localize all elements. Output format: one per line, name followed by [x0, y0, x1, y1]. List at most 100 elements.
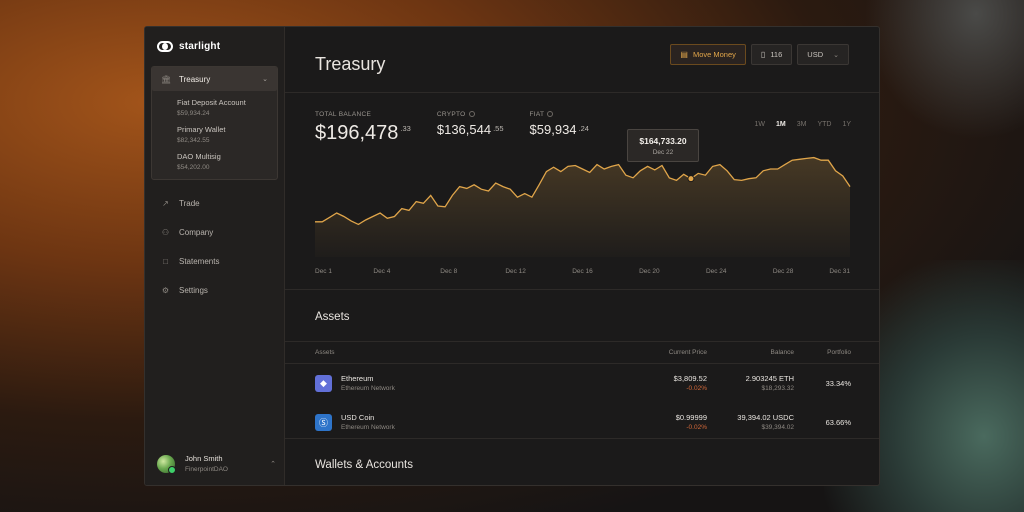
- fiat-balance: FIAT $59,934.24: [530, 111, 589, 145]
- main-content: Treasury ▤ Move Money ▯ 116 USD ⌄ TOTAL …: [285, 27, 879, 485]
- starlight-logo-icon: [157, 40, 173, 52]
- brand-name: starlight: [179, 40, 221, 52]
- chart-svg: Dec 1 Dec 4 Dec 8 Dec 12 Dec 16 Dec 20 Dec 24 D…: [315, 156, 851, 275]
- assets-title: Assets: [315, 311, 350, 323]
- asset-portfolio: 33.34%: [825, 378, 851, 388]
- gear-icon: ⚙: [161, 286, 170, 295]
- x-tick-label: Dec 12: [505, 268, 526, 275]
- account-name: Primary Wallet: [177, 125, 226, 134]
- range-3m[interactable]: 3M: [796, 121, 807, 128]
- balance-cents: .55: [493, 124, 504, 133]
- balance-cents: .24: [578, 124, 589, 133]
- sidebar-nav: ↗ Trade ⚇ Company □ Statements ⚙ Setting…: [145, 189, 284, 305]
- sub-account-primary-wallet[interactable]: Primary Wallet $82,342.55: [152, 121, 277, 148]
- header: Treasury ▤ Move Money ▯ 116 USD ⌄: [285, 27, 879, 93]
- sidebar-item-company[interactable]: ⚇ Company: [145, 218, 284, 247]
- asset-balance-usd: $39,394.02: [761, 424, 794, 431]
- column-header[interactable]: Current Price: [575, 341, 707, 364]
- sidebar-item-label: Company: [179, 228, 214, 237]
- balance-label: TOTAL BALANCE: [315, 111, 372, 118]
- x-tick-label: Dec 24: [706, 268, 727, 275]
- balance-chart[interactable]: Dec 1 Dec 4 Dec 8 Dec 12 Dec 16 Dec 20 Dec 24 D…: [285, 127, 879, 277]
- asset-change: -0.02%: [686, 385, 707, 393]
- sub-account-dao-multisig[interactable]: DAO Multisig $54,202.00: [152, 148, 277, 175]
- sidebar-item-label: Treasury: [179, 74, 211, 84]
- account-balance: $54,202.00: [177, 164, 210, 171]
- notification-count: 116: [770, 50, 783, 59]
- asset-network: Ethereum Network: [341, 424, 395, 431]
- sidebar: starlight 🏛 Treasury ⌄ Fiat Deposit Acco…: [145, 27, 285, 485]
- column-header[interactable]: Balance: [707, 341, 794, 364]
- asset-network: Ethereum Network: [341, 385, 395, 393]
- sidebar-item-statements[interactable]: □ Statements: [145, 247, 284, 276]
- info-icon[interactable]: [547, 111, 554, 118]
- assets-section: Assets Assets Current Price Balance Port…: [285, 289, 879, 442]
- user-name: John Smith: [185, 454, 223, 463]
- range-1y[interactable]: 1Y: [842, 121, 851, 128]
- range-1m[interactable]: 1M: [775, 121, 786, 128]
- sub-account-fiat[interactable]: Fiat Deposit Account $59,934.24: [152, 94, 277, 121]
- chart-line-icon: ↗: [162, 199, 169, 208]
- folder-icon: □: [163, 257, 168, 266]
- chevron-down-icon: ⌄: [833, 51, 839, 59]
- asset-portfolio: 63.66%: [825, 417, 851, 427]
- usdc-icon: Ⓢ: [315, 413, 332, 431]
- x-tick-label: Dec 4: [373, 268, 390, 275]
- x-tick-label: Dec 31: [829, 268, 850, 275]
- wallets-section-title: Wallets & Accounts: [285, 438, 879, 485]
- sidebar-item-treasury[interactable]: 🏛 Treasury ⌄: [152, 67, 277, 91]
- currency-value: USD: [807, 50, 824, 59]
- sidebar-item-trade[interactable]: ↗ Trade: [145, 189, 284, 218]
- account-name: DAO Multisig: [177, 152, 221, 161]
- x-tick-label: Dec 1: [315, 268, 332, 275]
- balance-label: CRYPTO: [436, 111, 466, 118]
- background-glow: [864, 0, 1024, 140]
- x-tick-label: Dec 16: [572, 268, 593, 275]
- chevron-up-icon[interactable]: ⌃: [270, 460, 276, 468]
- account-balance: $59,934.24: [177, 110, 210, 117]
- balances: TOTAL BALANCE $196,478.33 CRYPTO $136,54…: [315, 111, 615, 145]
- asset-balance: 2.903245 ETH: [745, 374, 794, 384]
- column-header[interactable]: Portfolio: [794, 341, 879, 364]
- sidebar-item-settings[interactable]: ⚙ Settings: [145, 276, 284, 305]
- asset-price: $0.99999: [675, 413, 707, 422]
- chart-tooltip: $164,733.20 Dec 22: [627, 129, 699, 162]
- balance-value: $136,544: [436, 122, 492, 137]
- user-org: FinerpointDAO: [185, 466, 228, 473]
- chevron-down-icon[interactable]: ⌄: [262, 76, 268, 83]
- logo[interactable]: starlight: [145, 27, 284, 65]
- x-tick-label: Dec 8: [440, 268, 457, 275]
- info-icon[interactable]: [468, 111, 475, 118]
- range-ytd[interactable]: YTD: [817, 121, 832, 128]
- x-tick-label: Dec 20: [639, 268, 660, 275]
- range-1w[interactable]: 1W: [754, 121, 765, 128]
- table-row[interactable]: Ⓢ USD Coin Ethereum Network $0.99999 -0.…: [285, 403, 879, 442]
- column-header[interactable]: Assets: [285, 341, 575, 364]
- asset-name: Ethereum: [341, 374, 374, 384]
- total-balance: TOTAL BALANCE $196,478.33: [315, 111, 411, 145]
- balance-value: $59,934: [529, 122, 577, 137]
- assets-table: Assets Current Price Balance Portfolio ◆…: [285, 341, 879, 442]
- users-icon: ⚇: [161, 228, 170, 237]
- balance-label: FIAT: [529, 111, 545, 118]
- chart-highlight-point[interactable]: [687, 175, 695, 183]
- asset-price: $3,809.52: [673, 374, 707, 384]
- balance-cents: .33: [400, 124, 411, 133]
- x-tick-label: Dec 28: [773, 268, 794, 275]
- ethereum-icon: ◆: [315, 374, 332, 392]
- header-actions: ▤ Move Money ▯ 116 USD ⌄: [670, 44, 849, 65]
- wallet-icon: ▤: [680, 50, 688, 59]
- sidebar-item-label: Settings: [179, 286, 208, 295]
- currency-select[interactable]: USD ⌄: [797, 44, 849, 65]
- move-money-button[interactable]: ▤ Move Money: [670, 44, 746, 65]
- chart-line: [315, 156, 851, 226]
- balance-value: $196,478: [315, 122, 399, 144]
- account-name: Fiat Deposit Account: [177, 98, 246, 107]
- asset-balance: 39,394.02 USDC: [737, 413, 794, 422]
- crypto-balance: CRYPTO $136,544.55: [437, 111, 504, 145]
- table-row[interactable]: ◆ Ethereum Ethereum Network $3,809.52 -0…: [285, 364, 879, 403]
- user-profile[interactable]: John Smith FinerpointDAO ⌃: [157, 454, 276, 474]
- asset-name: USD Coin: [341, 413, 375, 422]
- notifications-button[interactable]: ▯ 116: [750, 44, 793, 65]
- chart-area: [315, 157, 850, 257]
